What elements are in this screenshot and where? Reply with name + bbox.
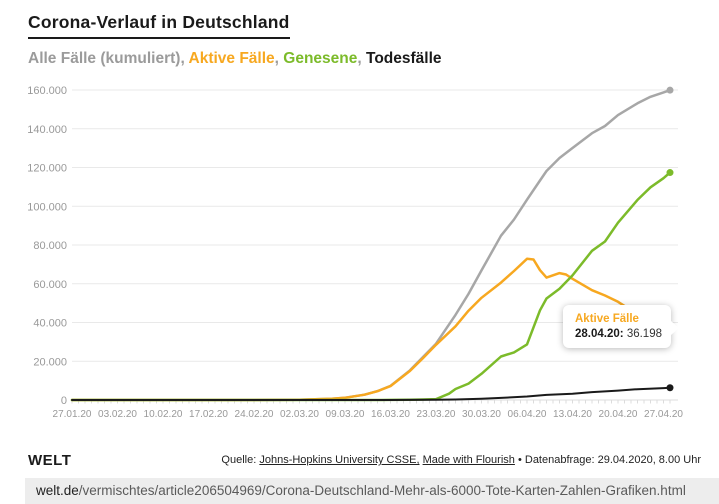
x-axis-tick-label: 27.01.20 xyxy=(53,409,92,420)
tooltip-date: 28.04.20: xyxy=(575,328,624,340)
tooltip-series-label: Aktive Fälle xyxy=(575,313,639,325)
line-chart[interactable]: 0 20.000 40.000 60.000 80.000 100.000 120.000 1… xyxy=(0,80,719,425)
series-line-todesfälle xyxy=(71,386,671,401)
x-axis-tick-label: 02.03.20 xyxy=(280,409,319,420)
source-line: Quelle: Johns-Hopkins University CSSE, M… xyxy=(221,454,701,466)
welt-logo: WELT xyxy=(28,451,72,469)
chart-tooltip: Aktive Fälle 28.04.20: 36.198 xyxy=(563,305,679,348)
legend-item: Todesfälle xyxy=(366,50,442,67)
page-title: Corona-Verlauf in Deutschland xyxy=(28,12,290,39)
y-axis-tick-label: 80.000 xyxy=(33,240,67,252)
x-axis-tick-label: 20.04.20 xyxy=(599,409,638,420)
y-axis-tick-label: 20.000 xyxy=(33,356,67,368)
y-axis-tick-label: 100.000 xyxy=(27,201,67,213)
url-domain: welt.de xyxy=(36,483,79,498)
url-path: /vermischtes/article206504969/Corona-Deu… xyxy=(78,483,686,498)
legend-separator: , xyxy=(274,50,284,67)
x-axis-tick-label: 24.02.20 xyxy=(235,409,274,420)
x-axis-tick-label: 27.04.20 xyxy=(644,409,683,420)
source-link-flourish[interactable]: Made with Flourish xyxy=(422,454,515,466)
y-axis-tick-label: 60.000 xyxy=(33,279,67,291)
legend-item: Genesene xyxy=(283,50,358,67)
series-endpoint-dot xyxy=(666,86,674,94)
legend-separator: , xyxy=(357,50,367,67)
x-axis-tick-label: 23.03.20 xyxy=(417,409,456,420)
y-axis-tick-label: 140.000 xyxy=(27,124,67,136)
address-bar[interactable]: welt.de/vermischtes/article206504969/Cor… xyxy=(25,478,719,504)
chart-svg[interactable]: 0 20.000 40.000 60.000 80.000 100.000 120.000 1… xyxy=(0,80,719,425)
legend-item: Aktive Fälle xyxy=(188,50,275,67)
x-axis-tick-label: 17.02.20 xyxy=(189,409,228,420)
x-axis-tick-label: 13.04.20 xyxy=(553,409,592,420)
source-link-jhu[interactable]: Johns-Hopkins University CSSE, xyxy=(259,454,420,466)
series-endpoint-dot xyxy=(666,384,674,392)
chart-legend: Alle Fälle (kumuliert), Aktive Fälle, Ge… xyxy=(28,50,442,68)
x-axis-tick-label: 03.02.20 xyxy=(98,409,137,420)
tooltip-value-line: 28.04.20: 36.198 xyxy=(575,328,671,340)
legend-item: Alle Fälle (kumuliert) xyxy=(28,50,181,67)
x-axis-tick-label: 10.02.20 xyxy=(144,409,183,420)
source-suffix: • Datenabfrage: 29.04.2020, 8.00 Uhr xyxy=(514,454,701,466)
y-axis-tick-label: 40.000 xyxy=(33,318,67,330)
legend-separator: , xyxy=(180,50,189,67)
y-axis-tick-label: 120.000 xyxy=(27,163,67,175)
y-axis-tick-label: 160.000 xyxy=(27,85,67,97)
x-axis-tick-label: 16.03.20 xyxy=(371,409,410,420)
x-axis-tick-label: 30.03.20 xyxy=(462,409,501,420)
source-prefix: Quelle: xyxy=(221,454,260,466)
footer: WELT Quelle: Johns-Hopkins University CS… xyxy=(28,448,701,472)
x-axis-tick-label: 06.04.20 xyxy=(508,409,547,420)
series-endpoint-dot xyxy=(666,169,674,177)
tooltip-value: 36.198 xyxy=(626,328,662,340)
y-axis-tick-label: 0 xyxy=(61,395,67,407)
x-axis-tick-label: 09.03.20 xyxy=(326,409,365,420)
